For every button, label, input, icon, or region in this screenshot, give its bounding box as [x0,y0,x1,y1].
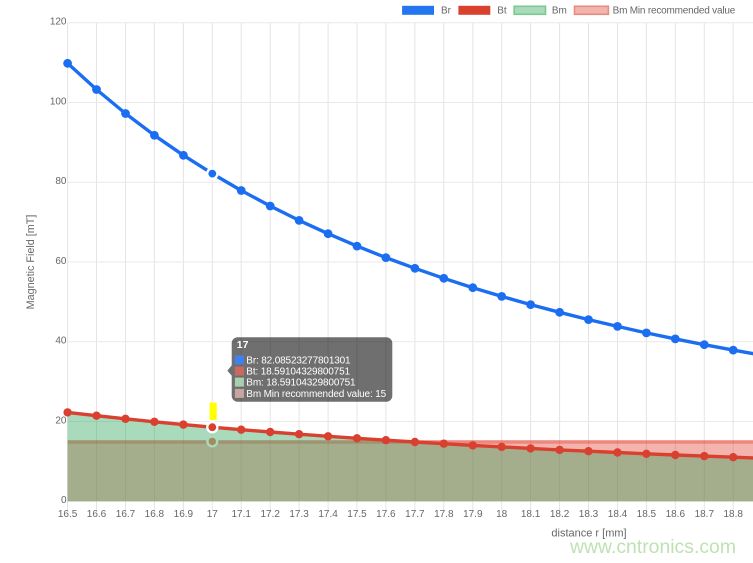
svg-text:17.7: 17.7 [405,509,425,520]
svg-text:www.cntronics.com: www.cntronics.com [569,536,736,558]
svg-text:Bt: 18.59104329800751: Bt: 18.59104329800751 [246,367,350,378]
svg-text:120: 120 [50,17,67,28]
svg-text:17.6: 17.6 [376,509,396,520]
svg-text:Bt: Bt [497,5,507,16]
svg-text:Bm: 18.59104329800751: Bm: 18.59104329800751 [246,378,356,389]
svg-text:17.8: 17.8 [434,509,454,520]
svg-text:Bm Min recommended value: Bm Min recommended value [613,5,736,16]
svg-text:17.1: 17.1 [231,509,251,520]
svg-text:17.2: 17.2 [260,509,280,520]
svg-text:18.2: 18.2 [550,509,570,520]
svg-text:100: 100 [50,96,67,107]
svg-text:16.8: 16.8 [145,509,165,520]
svg-text:16.5: 16.5 [58,509,78,520]
svg-text:16.9: 16.9 [174,509,194,520]
svg-text:18.4: 18.4 [608,509,628,520]
svg-text:16.7: 16.7 [116,509,136,520]
svg-text:Bm: Bm [552,5,567,16]
svg-text:60: 60 [55,256,67,267]
svg-text:18.7: 18.7 [695,509,715,520]
svg-text:Magnetic Field [mT]: Magnetic Field [mT] [25,215,37,310]
svg-text:20: 20 [55,415,67,426]
svg-text:80: 80 [55,176,67,187]
svg-text:17.9: 17.9 [463,509,483,520]
svg-text:18.1: 18.1 [521,509,541,520]
svg-text:17.3: 17.3 [289,509,309,520]
svg-text:18.3: 18.3 [579,509,599,520]
svg-text:16.6: 16.6 [87,509,107,520]
svg-text:17: 17 [237,339,249,351]
svg-text:0: 0 [61,495,67,506]
svg-text:18.5: 18.5 [637,509,657,520]
svg-text:18: 18 [496,509,508,520]
svg-text:40: 40 [55,336,67,347]
svg-text:Br: Br [441,5,452,16]
svg-text:17.5: 17.5 [347,509,367,520]
svg-text:17: 17 [207,509,219,520]
svg-text:Br: 82.08523277801301: Br: 82.08523277801301 [246,355,351,366]
svg-text:Bm Min recommended value: 15: Bm Min recommended value: 15 [246,389,386,400]
svg-text:17.4: 17.4 [318,509,338,520]
svg-text:18.6: 18.6 [666,509,686,520]
svg-text:distance r [mm]: distance r [mm] [551,527,626,539]
svg-text:18.8: 18.8 [723,509,743,520]
